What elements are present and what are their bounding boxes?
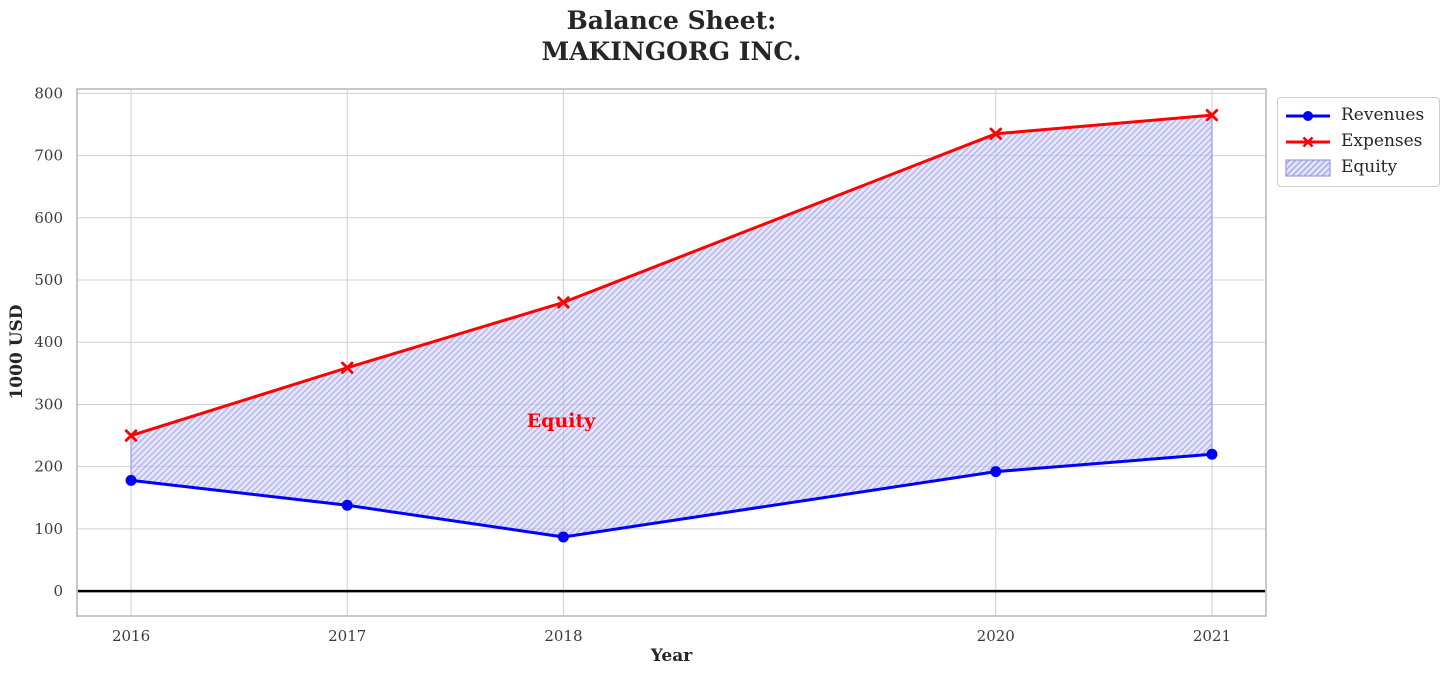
y-tick-label: 100	[34, 520, 63, 538]
revenues-point	[341, 499, 353, 511]
x-tick-label: 2018	[544, 627, 582, 645]
legend-item-revenues: Revenues	[1285, 103, 1431, 129]
x-tick-label: 2017	[328, 627, 366, 645]
revenues-point	[125, 474, 137, 486]
legend: Revenues Expenses Equity	[1277, 97, 1440, 187]
expenses-point	[124, 429, 138, 442]
y-tick-label: 300	[34, 395, 63, 413]
x-tick-label: 2021	[1193, 627, 1231, 645]
revenues-point	[990, 466, 1002, 478]
equity-swatch-icon	[1285, 159, 1331, 177]
equity-annotation: Equity	[526, 410, 596, 432]
expenses-point	[557, 296, 570, 309]
legend-label-equity: Equity	[1341, 156, 1398, 177]
y-tick-label: 600	[34, 209, 63, 227]
y-tick-label: 500	[34, 271, 63, 289]
legend-label-revenues: Revenues	[1341, 104, 1425, 125]
y-tick-label: 700	[34, 147, 63, 165]
expenses-point	[1205, 108, 1219, 122]
expenses-line-icon	[1286, 136, 1330, 148]
y-tick-label: 800	[34, 84, 63, 102]
y-tick-label: 200	[34, 458, 63, 476]
expenses-point	[341, 361, 354, 374]
chart-title: Balance Sheet: MAKINGORG INC.	[541, 6, 802, 66]
revenues-point	[557, 531, 569, 543]
expenses-point	[989, 127, 1002, 140]
legend-label-expenses: Expenses	[1341, 130, 1423, 151]
legend-item-expenses: Expenses	[1285, 129, 1431, 155]
x-tick-label: 2020	[977, 627, 1015, 645]
x-axis-label: Year	[650, 646, 693, 666]
equity-area	[130, 114, 1213, 538]
y-tick-label: 400	[34, 333, 63, 351]
y-tick-label: 0	[53, 582, 63, 600]
plot-border	[76, 88, 1267, 617]
revenues-point	[1206, 448, 1218, 460]
legend-item-equity: Equity	[1285, 155, 1431, 181]
x-tick-label: 2016	[112, 627, 150, 645]
revenues-line-icon	[1286, 111, 1330, 121]
